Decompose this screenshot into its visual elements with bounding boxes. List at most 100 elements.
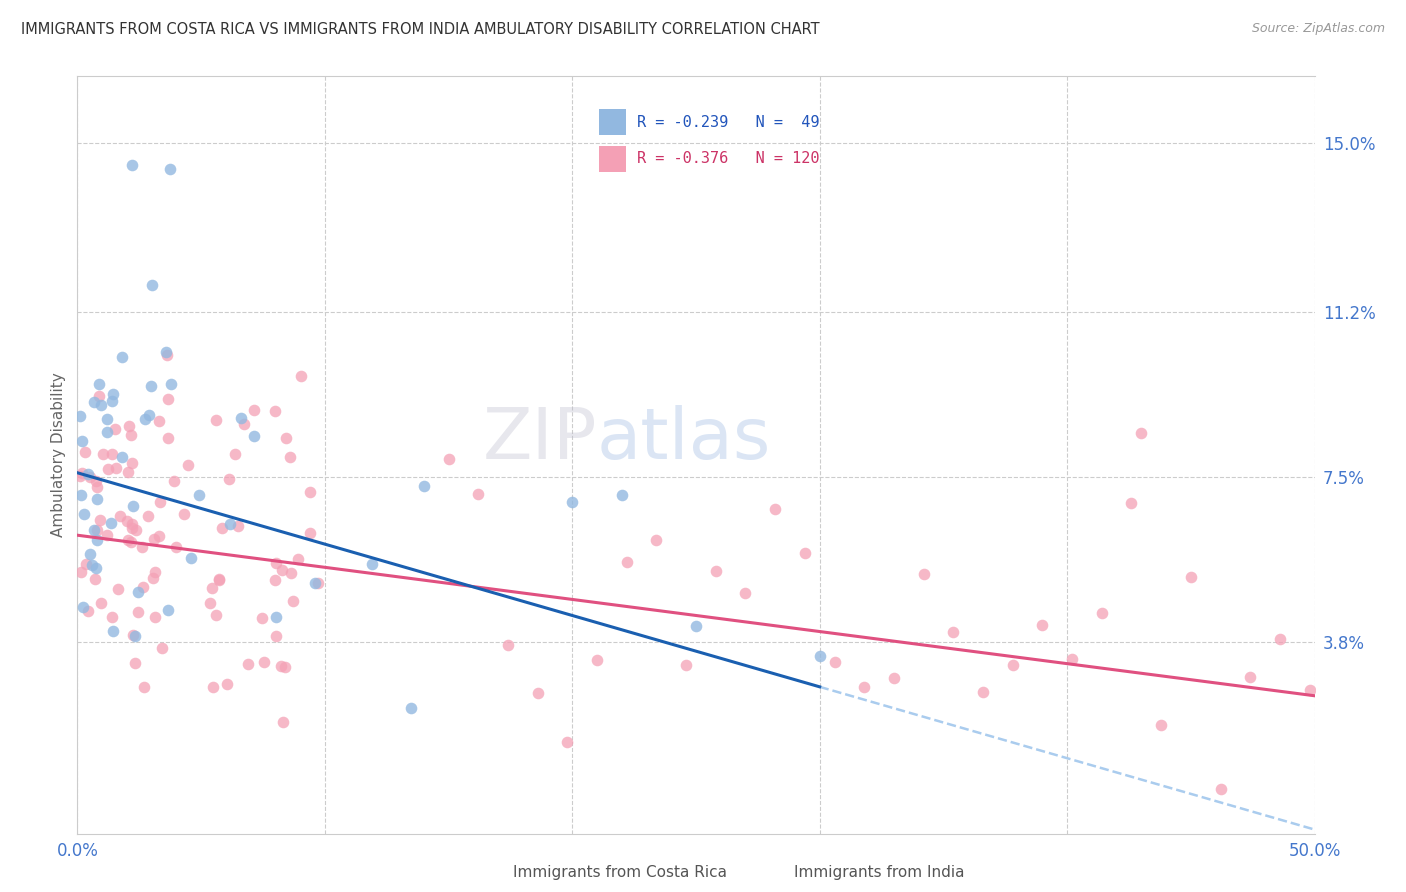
Point	[96, 528, 118, 542]
Point	[287, 552, 309, 566]
Point	[1031, 618, 1053, 632]
Point	[586, 653, 609, 667]
Point	[942, 625, 965, 640]
Point	[215, 677, 238, 691]
Point	[104, 422, 127, 436]
Point	[75, 557, 97, 571]
Point	[263, 573, 285, 587]
Point	[808, 648, 831, 663]
Point	[134, 412, 156, 426]
Point	[86, 533, 108, 547]
Point	[201, 582, 224, 596]
Point	[69, 565, 91, 579]
Point	[157, 392, 180, 406]
Point	[232, 417, 254, 432]
Point	[142, 571, 165, 585]
Point	[120, 428, 142, 442]
Point	[555, 735, 578, 749]
Text: ZIP: ZIP	[482, 405, 598, 475]
Point	[127, 585, 149, 599]
Point	[69, 409, 91, 424]
Point	[1239, 670, 1261, 684]
Point	[173, 507, 195, 521]
Point	[148, 413, 170, 427]
Point	[1268, 632, 1291, 647]
Point	[103, 624, 125, 639]
Point	[496, 638, 519, 652]
Text: Source: ZipAtlas.com: Source: ZipAtlas.com	[1251, 22, 1385, 36]
Point	[103, 387, 125, 401]
Point	[243, 403, 266, 417]
Point	[270, 658, 292, 673]
Point	[160, 377, 183, 392]
Point	[139, 379, 162, 393]
Point	[90, 399, 112, 413]
Point	[111, 450, 134, 464]
Point	[645, 533, 668, 547]
Point	[138, 409, 160, 423]
Point	[117, 419, 139, 434]
Point	[86, 491, 108, 506]
Point	[122, 500, 145, 514]
Point	[69, 469, 91, 483]
Point	[226, 518, 249, 533]
Point	[86, 480, 108, 494]
Point	[281, 593, 304, 607]
Point	[156, 348, 179, 362]
Point	[793, 546, 815, 560]
Point	[264, 556, 287, 570]
Bar	[599, 145, 626, 171]
Point	[229, 410, 252, 425]
Point	[157, 603, 180, 617]
Point	[467, 487, 489, 501]
Point	[236, 657, 259, 671]
Point	[278, 450, 301, 464]
Point	[91, 447, 114, 461]
Point	[202, 680, 225, 694]
Point	[110, 509, 132, 524]
Point	[148, 528, 170, 542]
Point	[121, 516, 143, 531]
Point	[96, 425, 118, 439]
Point	[79, 547, 101, 561]
Point	[204, 608, 226, 623]
Point	[141, 278, 163, 293]
Point	[176, 458, 198, 473]
Point	[121, 628, 143, 642]
Point	[83, 394, 105, 409]
Point	[188, 488, 211, 502]
Point	[218, 472, 240, 486]
Point	[72, 599, 94, 614]
Point	[159, 161, 181, 176]
Point	[1001, 658, 1024, 673]
Point	[616, 555, 638, 569]
Point	[70, 434, 93, 448]
Point	[120, 534, 142, 549]
Point	[101, 609, 124, 624]
Text: Immigrants from Costa Rica: Immigrants from Costa Rica	[513, 865, 727, 880]
Point	[79, 470, 101, 484]
Point	[912, 566, 935, 581]
Point	[121, 456, 143, 470]
Point	[142, 532, 165, 546]
Point	[89, 513, 111, 527]
Point	[304, 576, 326, 591]
Point	[250, 611, 273, 625]
Point	[734, 586, 756, 600]
Point	[131, 540, 153, 554]
Point	[76, 467, 98, 481]
Text: R = -0.376   N = 120: R = -0.376 N = 120	[637, 151, 820, 166]
Point	[211, 521, 233, 535]
Y-axis label: Ambulatory Disability: Ambulatory Disability	[51, 373, 66, 537]
Point	[252, 655, 274, 669]
Point	[127, 605, 149, 619]
Point	[208, 574, 231, 588]
Point	[100, 393, 122, 408]
Point	[610, 488, 633, 502]
Point	[299, 485, 322, 500]
Point	[149, 495, 172, 509]
Point	[266, 609, 288, 624]
Point	[97, 462, 120, 476]
Point	[84, 561, 107, 575]
Text: Immigrants from India: Immigrants from India	[794, 865, 965, 880]
